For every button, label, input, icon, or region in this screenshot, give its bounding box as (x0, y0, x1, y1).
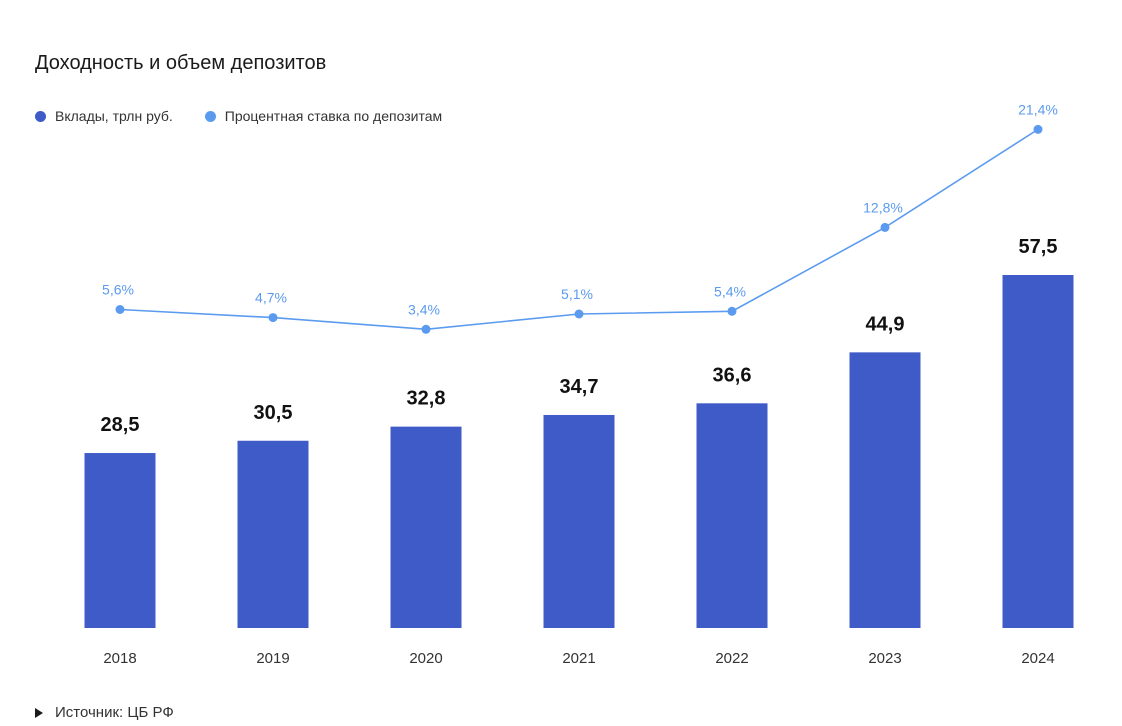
bar-2018 (84, 453, 156, 628)
x-tick-label: 2018 (103, 650, 136, 667)
bar-value-label: 28,5 (101, 414, 140, 436)
x-tick-label: 2020 (409, 650, 442, 667)
bar-2021 (543, 414, 615, 628)
rate-value-label: 5,6% (102, 282, 134, 298)
bar-value-label: 34,7 (560, 376, 599, 398)
bar-2019 (237, 440, 309, 628)
bar-2023 (849, 352, 921, 628)
rate-point-2022 (727, 306, 737, 316)
legend-dot-deposits (35, 110, 46, 122)
x-tick-label: 2019 (256, 650, 289, 667)
rate-point-2020 (421, 324, 431, 334)
x-tick-label: 2021 (562, 650, 595, 667)
x-tick-label: 2023 (868, 650, 901, 667)
bar-value-label: 30,5 (254, 402, 293, 424)
legend: Вклады, трлн руб. Процентная ставка по д… (35, 108, 474, 124)
source-text: Источник: ЦБ РФ (55, 704, 174, 721)
rate-point-2018 (115, 305, 125, 314)
x-tick-label: 2022 (715, 650, 748, 667)
bar-2020 (390, 426, 462, 628)
rate-value-label: 12,8% (863, 199, 903, 215)
legend-label-rate: Процентная ставка по депозитам (224, 108, 443, 124)
rate-point-2023 (880, 222, 890, 232)
chart-title: Доходность и объем депозитов (35, 52, 327, 74)
triangle-right-icon (35, 707, 43, 718)
rate-point-2021 (574, 309, 584, 319)
legend-dot-rate (204, 110, 216, 122)
legend-item-deposits: Вклады, трлн руб. (35, 108, 173, 124)
rate-value-label: 3,4% (408, 301, 440, 317)
rate-point-2019 (268, 313, 278, 323)
bar-2024 (1002, 275, 1074, 628)
bar-value-label: 36,6 (713, 364, 752, 386)
rate-value-label: 5,1% (561, 286, 593, 302)
legend-item-rate: Процентная ставка по депозитам (204, 108, 443, 124)
bar-2022 (696, 403, 768, 628)
bar-value-label: 44,9 (866, 313, 905, 335)
rate-value-label: 21,4% (1018, 101, 1058, 117)
rate-value-label: 4,7% (255, 290, 287, 306)
rate-point-2024 (1033, 124, 1043, 134)
bar-value-label: 32,8 (407, 388, 446, 410)
bar-value-label: 57,5 (1019, 236, 1058, 258)
rate-value-label: 5,4% (714, 283, 746, 299)
x-tick-label: 2024 (1021, 650, 1054, 667)
legend-label-deposits: Вклады, трлн руб. (55, 108, 173, 124)
source-note: Источник: ЦБ РФ (35, 704, 174, 721)
